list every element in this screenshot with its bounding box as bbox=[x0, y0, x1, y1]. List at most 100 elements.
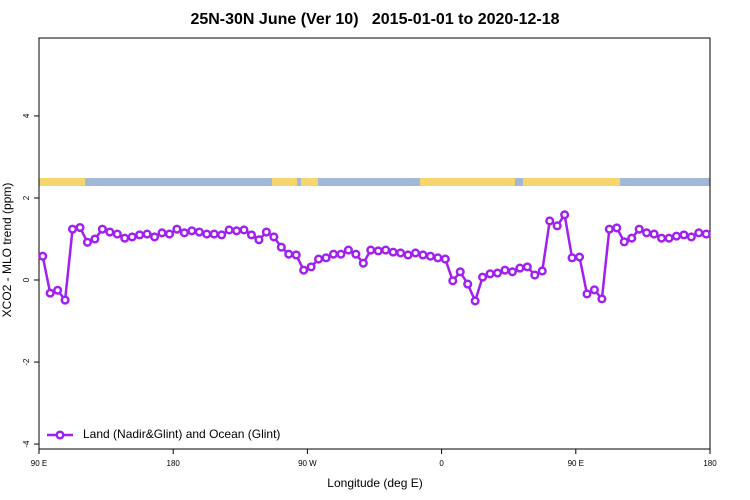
chart-title: 25N-30N June (Ver 10) 2015-01-01 to 2020… bbox=[190, 11, 559, 28]
data-point bbox=[217, 230, 227, 240]
data-point bbox=[642, 228, 652, 238]
data-point bbox=[358, 258, 368, 268]
legend-marker bbox=[55, 430, 65, 440]
x-tick-label: 90 E bbox=[31, 459, 47, 468]
data-point bbox=[172, 224, 182, 234]
data-point bbox=[560, 210, 570, 220]
data-point bbox=[679, 230, 689, 240]
data-point bbox=[433, 253, 443, 263]
data-point bbox=[366, 245, 376, 255]
data-point bbox=[164, 229, 175, 239]
legend-label: Land (Nadir&Glint) and Ocean (Glint) bbox=[83, 427, 280, 441]
data-point bbox=[627, 233, 637, 243]
data-point bbox=[478, 272, 488, 282]
data-point bbox=[463, 279, 473, 289]
data-point bbox=[701, 229, 711, 239]
y-tick-label: -2 bbox=[22, 358, 31, 366]
data-point bbox=[485, 269, 495, 279]
data-point bbox=[254, 235, 264, 245]
x-tick-label: 0 bbox=[439, 459, 444, 468]
data-point bbox=[60, 295, 70, 305]
land-strip bbox=[301, 178, 318, 186]
data-point bbox=[239, 225, 249, 235]
data-point bbox=[142, 229, 152, 239]
data-point bbox=[448, 276, 458, 286]
data-point bbox=[619, 237, 629, 247]
y-tick-label: -4 bbox=[22, 440, 31, 448]
data-point bbox=[537, 266, 547, 276]
data-point bbox=[246, 230, 257, 240]
data-point bbox=[656, 233, 667, 243]
data-point bbox=[127, 232, 137, 242]
data-point bbox=[530, 270, 540, 280]
data-point bbox=[351, 249, 361, 259]
data-point bbox=[574, 252, 585, 262]
data-point bbox=[381, 245, 391, 255]
data-point bbox=[589, 285, 599, 295]
data-point bbox=[597, 294, 607, 304]
x-tick-label: 90 E bbox=[568, 459, 584, 468]
data-point bbox=[261, 227, 271, 237]
data-point bbox=[299, 265, 309, 275]
y-axis-label: XCO2 - MLO trend (ppm) bbox=[0, 183, 14, 318]
land-strip bbox=[420, 178, 515, 186]
data-point bbox=[75, 222, 85, 233]
data-point bbox=[269, 232, 279, 242]
y-tick-label: 0 bbox=[22, 277, 31, 282]
land-strip bbox=[39, 178, 85, 186]
data-point bbox=[224, 225, 234, 235]
data-point bbox=[209, 229, 219, 239]
data-point bbox=[403, 250, 413, 260]
data-point bbox=[612, 223, 622, 233]
data-point bbox=[187, 226, 197, 236]
data-point bbox=[82, 237, 93, 247]
data-point bbox=[90, 234, 100, 244]
data-point bbox=[314, 254, 324, 264]
data-point bbox=[552, 221, 562, 231]
data-point bbox=[321, 253, 331, 263]
data-point bbox=[284, 249, 294, 259]
data-point bbox=[686, 232, 696, 242]
data-point bbox=[492, 268, 503, 278]
x-axis-label: Longitude (deg E) bbox=[327, 476, 422, 490]
data-point bbox=[410, 248, 421, 258]
data-point bbox=[276, 242, 286, 252]
data-point bbox=[194, 227, 204, 237]
data-point bbox=[664, 233, 674, 243]
data-point bbox=[582, 289, 592, 299]
land-strip bbox=[272, 178, 297, 186]
land-ocean-strip bbox=[39, 178, 710, 186]
data-point bbox=[232, 226, 242, 236]
data-point bbox=[157, 228, 167, 238]
data-point bbox=[634, 224, 644, 234]
data-point bbox=[388, 247, 398, 257]
data-point bbox=[53, 285, 63, 295]
data-point bbox=[522, 262, 532, 272]
data-point bbox=[328, 249, 339, 259]
data-point bbox=[470, 296, 480, 306]
data-point bbox=[45, 288, 55, 298]
data-point bbox=[500, 265, 510, 275]
data-point bbox=[567, 253, 577, 263]
y-tick-label: 2 bbox=[22, 195, 31, 200]
data-point bbox=[38, 251, 48, 261]
data-point bbox=[425, 251, 435, 261]
data-point bbox=[515, 263, 525, 273]
data-point bbox=[202, 229, 212, 239]
data-point bbox=[105, 227, 115, 237]
data-point bbox=[68, 224, 78, 234]
data-point bbox=[545, 216, 555, 226]
y-tick-label: 4 bbox=[22, 113, 31, 118]
data-point bbox=[694, 228, 704, 238]
data-point bbox=[649, 229, 659, 239]
data-point bbox=[373, 246, 383, 256]
data-point bbox=[455, 267, 465, 277]
data-point bbox=[440, 254, 450, 264]
data-point bbox=[150, 232, 160, 242]
data-point bbox=[97, 224, 107, 234]
data-point bbox=[179, 228, 189, 238]
data-point bbox=[291, 250, 301, 260]
data-point bbox=[671, 231, 682, 241]
data-point bbox=[306, 262, 316, 272]
data-point bbox=[336, 249, 346, 259]
